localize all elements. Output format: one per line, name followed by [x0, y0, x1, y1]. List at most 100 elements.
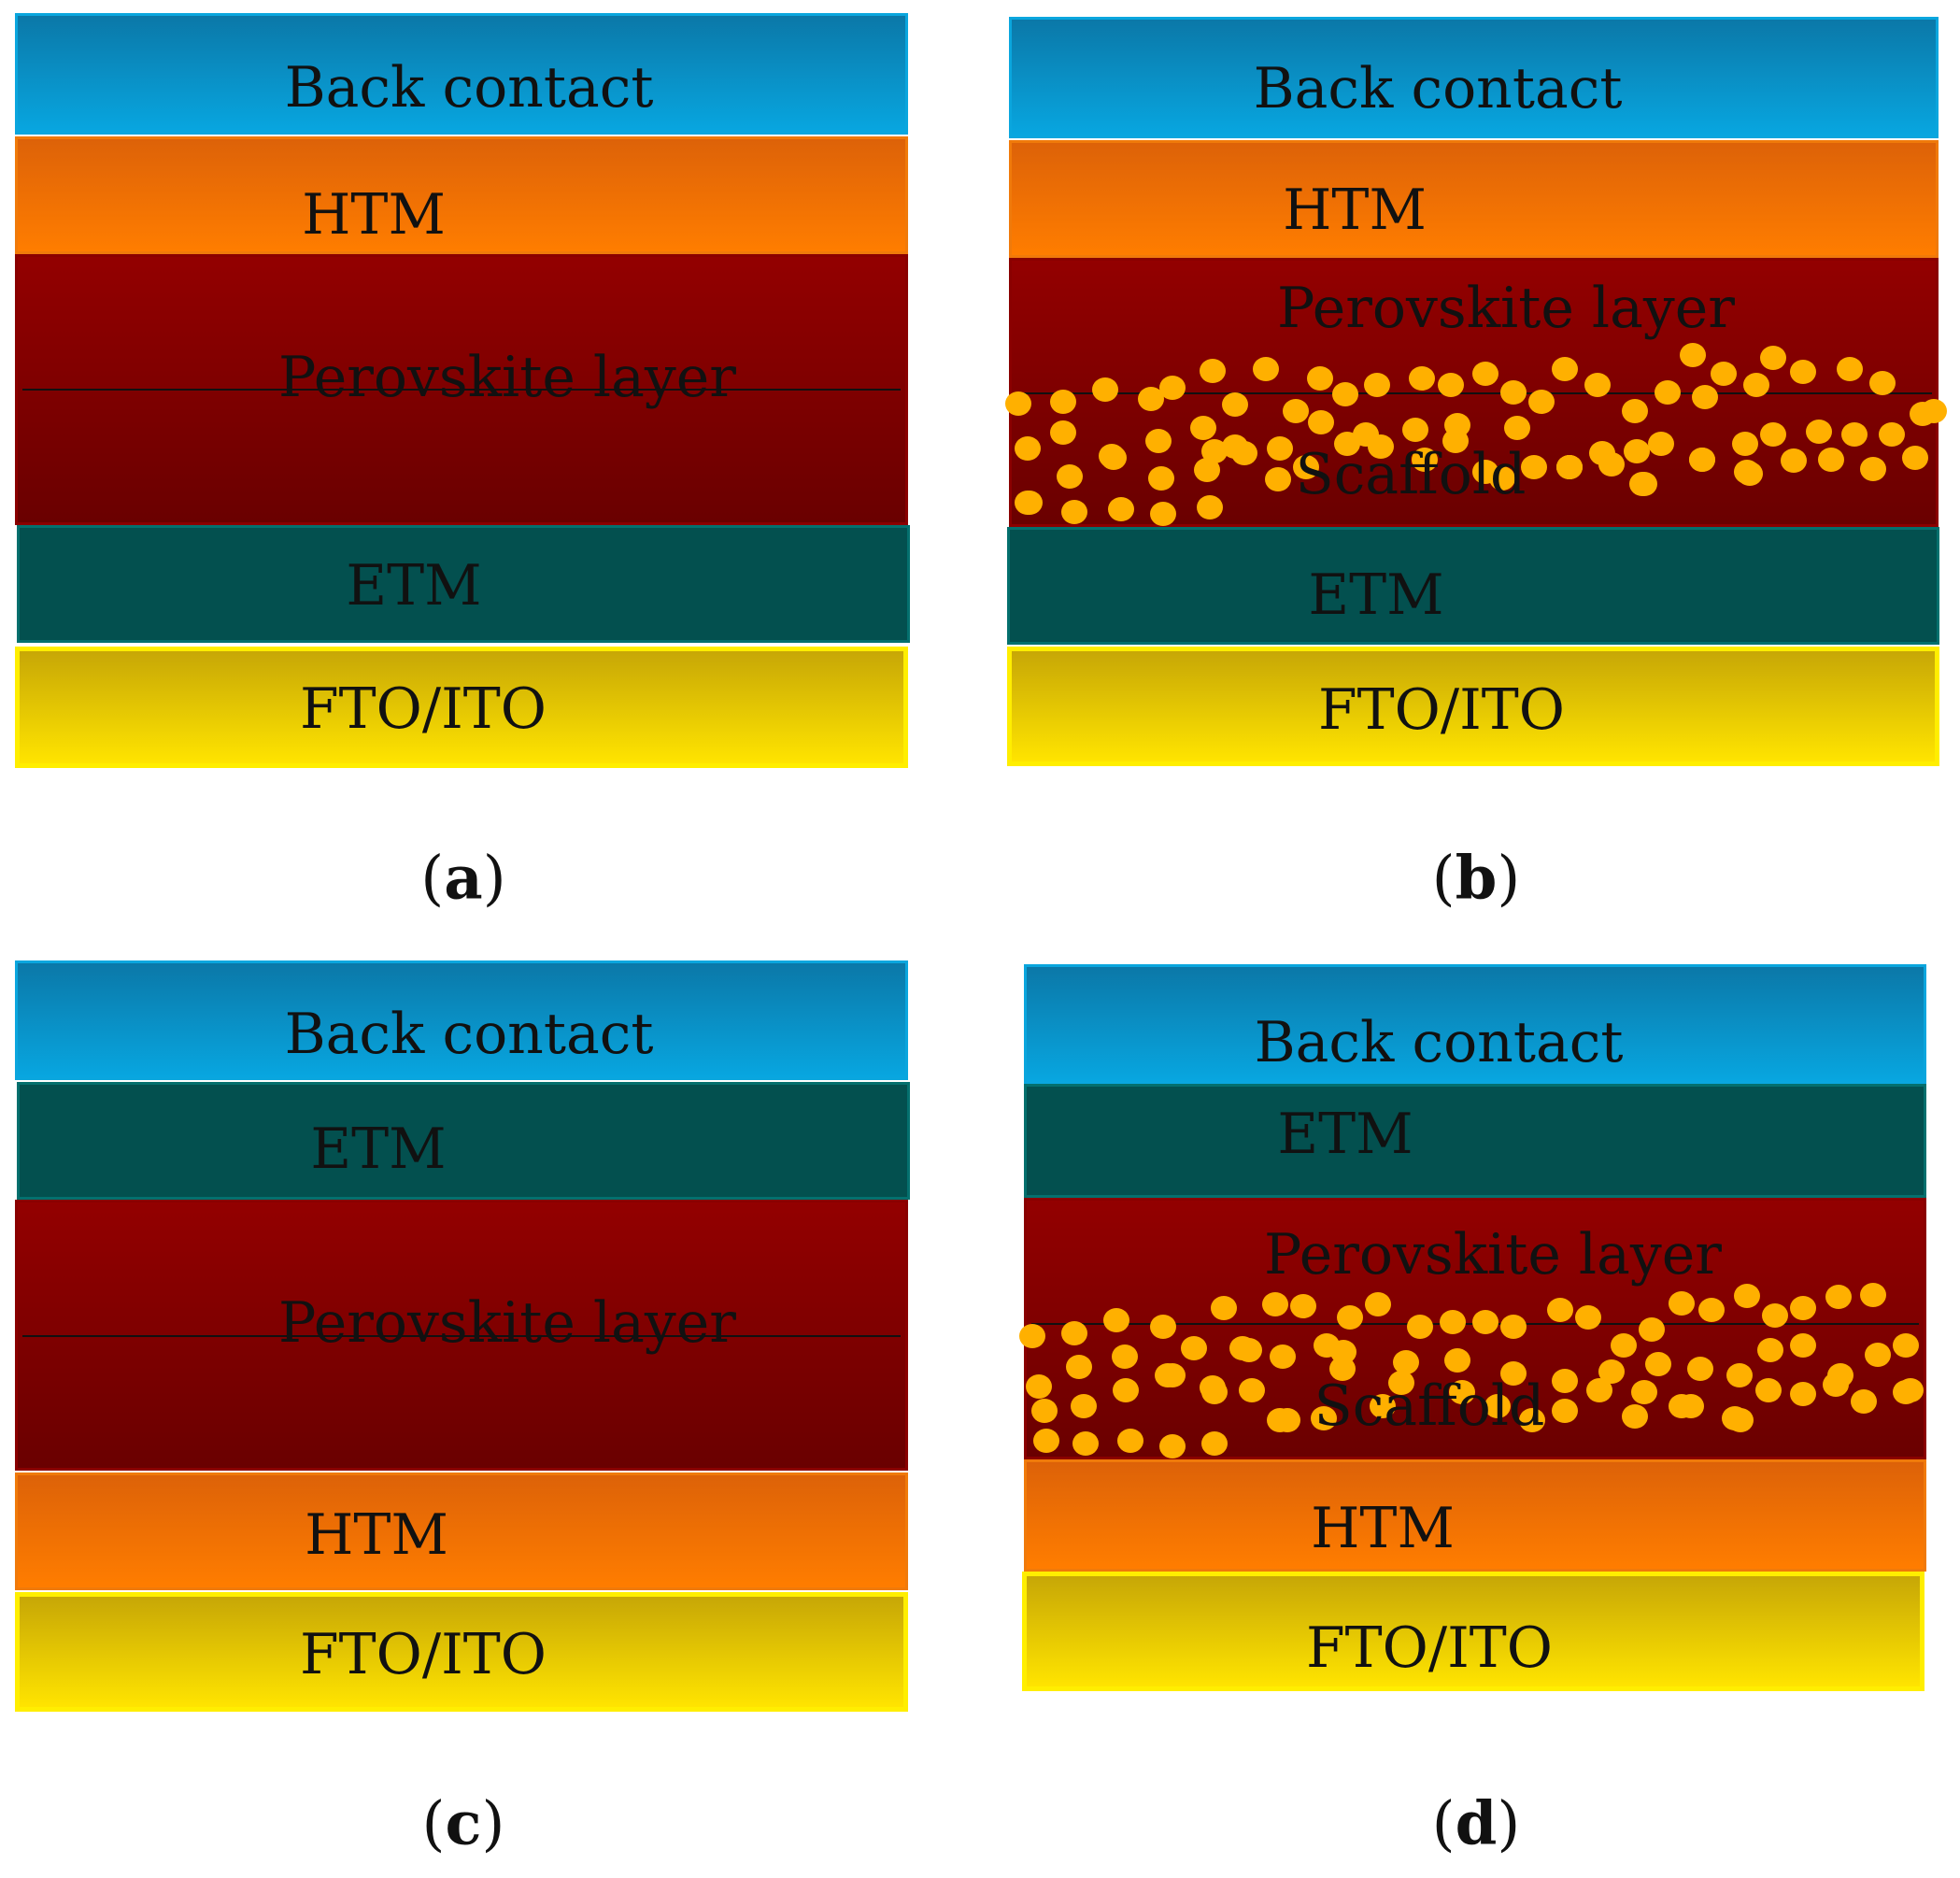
scaffold-particle: [1253, 357, 1279, 381]
scaffold-particle: [1388, 1371, 1414, 1395]
fto-ito-layer: [15, 1592, 908, 1712]
scaffold-particle: [1586, 1378, 1612, 1402]
scaffold-particle: [1412, 448, 1438, 472]
scaffold-particle: [1823, 1373, 1849, 1397]
perovskite-label: Perovskite layer: [278, 345, 736, 410]
scaffold-particle: [1669, 1291, 1695, 1316]
htm-layer: [15, 136, 908, 254]
fto-ito-label: FTO/ITO: [1318, 677, 1565, 743]
scaffold-particle: [1211, 1296, 1237, 1320]
scaffold-particle: [1556, 455, 1583, 479]
scaffold-particle: [1026, 1374, 1052, 1399]
scaffold-particle: [1611, 1333, 1637, 1358]
etm-label: ETM: [1277, 1102, 1413, 1167]
scaffold-particle: [1402, 418, 1428, 442]
htm-layer: [1024, 1459, 1926, 1572]
scaffold-particle: [1869, 371, 1896, 395]
scaffold-particle: [1584, 373, 1611, 397]
center-line: [1016, 392, 1932, 394]
fto-ito-label: FTO/ITO: [300, 1622, 547, 1687]
scaffold-particle: [1201, 1380, 1228, 1404]
scaffold-particle: [1472, 362, 1498, 386]
scaffold-particle: [1631, 472, 1657, 496]
scaffold-particle: [1860, 457, 1886, 481]
scaffold-particle: [1005, 391, 1031, 416]
scaffold-particle: [1311, 1406, 1337, 1430]
htm-label: HTM: [1283, 178, 1427, 243]
panel-label-d: (d): [1431, 1788, 1521, 1859]
scaffold-particle: [1267, 1408, 1293, 1432]
scaffold-particle: [1200, 359, 1226, 383]
scaffold-particle: [1806, 420, 1832, 444]
scaffold-particle: [1521, 455, 1547, 479]
scaffold-particle: [1757, 1338, 1783, 1362]
scaffold-particle: [1680, 343, 1706, 367]
scaffold-particle: [1865, 1343, 1891, 1367]
scaffold-particle: [1061, 1321, 1087, 1345]
scaffold-particle: [1698, 1298, 1725, 1322]
htm-layer: [15, 1473, 908, 1590]
scaffold-particle: [1841, 422, 1868, 447]
scaffold-particle: [1449, 1380, 1475, 1404]
scaffold-particle: [1201, 439, 1228, 463]
scaffold-particle: [1734, 1284, 1760, 1308]
scaffold-particle: [1201, 1431, 1228, 1456]
scaffold-particle: [1825, 1285, 1852, 1309]
scaffold-particle: [1033, 1429, 1059, 1453]
scaffold-particle: [1015, 491, 1041, 515]
scaffold-particle: [1851, 1389, 1877, 1414]
perovskite-label: Perovskite layer: [278, 1290, 736, 1356]
scaffold-particle: [1489, 466, 1515, 491]
center-line: [22, 389, 901, 391]
scaffold-particle: [1790, 360, 1816, 384]
scaffold-particle: [1066, 1355, 1092, 1379]
scaffold-particle: [1368, 434, 1394, 459]
scaffold-particle: [1197, 495, 1223, 519]
scaffold-particle: [1860, 1283, 1886, 1307]
scaffold-particle: [1818, 448, 1844, 472]
fto-ito-layer: [1022, 1572, 1924, 1691]
scaffold-particle: [1444, 1348, 1470, 1373]
scaffold-particle: [1519, 1408, 1545, 1432]
scaffold-particle: [1879, 422, 1905, 447]
scaffold-particle: [1500, 1361, 1527, 1386]
back-contact-layer: [15, 960, 908, 1080]
scaffold-particle: [1015, 436, 1041, 461]
scaffold-particle: [1893, 1380, 1919, 1404]
etm-label: ETM: [346, 553, 482, 619]
scaffold-particle: [1148, 466, 1174, 491]
back-contact-label: Back contact: [1253, 56, 1623, 121]
scaffold-particle: [1181, 1336, 1207, 1360]
scaffold-particle: [1150, 502, 1176, 526]
scaffold-particle: [1711, 362, 1737, 386]
panel-label-c: (c): [421, 1788, 505, 1859]
scaffold-particle: [1692, 385, 1718, 409]
scaffold-particle: [1762, 1303, 1788, 1328]
fto-ito-layer: [15, 647, 908, 768]
scaffold-particle: [1103, 1308, 1129, 1332]
scaffold-particle: [1575, 1305, 1601, 1330]
scaffold-particle: [1099, 444, 1125, 468]
scaffold-particle: [1239, 1378, 1265, 1402]
scaffold-particle: [1737, 462, 1763, 486]
scaffold-particle: [1072, 1431, 1099, 1456]
scaffold-particle: [1283, 399, 1309, 423]
scaffold-particle: [1743, 373, 1769, 397]
scaffold-particle: [1547, 1298, 1573, 1322]
scaffold-particle: [1365, 1292, 1391, 1316]
fto-ito-label: FTO/ITO: [300, 676, 547, 742]
scaffold-label: Scaffold: [1314, 1373, 1545, 1439]
scaffold-particle: [1760, 346, 1786, 370]
scaffold-particle: [1337, 1305, 1363, 1330]
scaffold-particle: [1500, 380, 1527, 405]
scaffold-particle: [1308, 410, 1334, 434]
etm-layer: [1024, 1084, 1926, 1198]
scaffold-particle: [1648, 432, 1674, 456]
scaffold-particle: [1755, 1378, 1782, 1402]
scaffold-particle: [1270, 1344, 1296, 1369]
scaffold-particle: [1631, 1380, 1657, 1404]
scaffold-particle: [1334, 432, 1360, 456]
htm-label: HTM: [1311, 1496, 1455, 1561]
perovskite-label: Perovskite layer: [1277, 276, 1735, 341]
scaffold-particle: [1222, 392, 1248, 417]
